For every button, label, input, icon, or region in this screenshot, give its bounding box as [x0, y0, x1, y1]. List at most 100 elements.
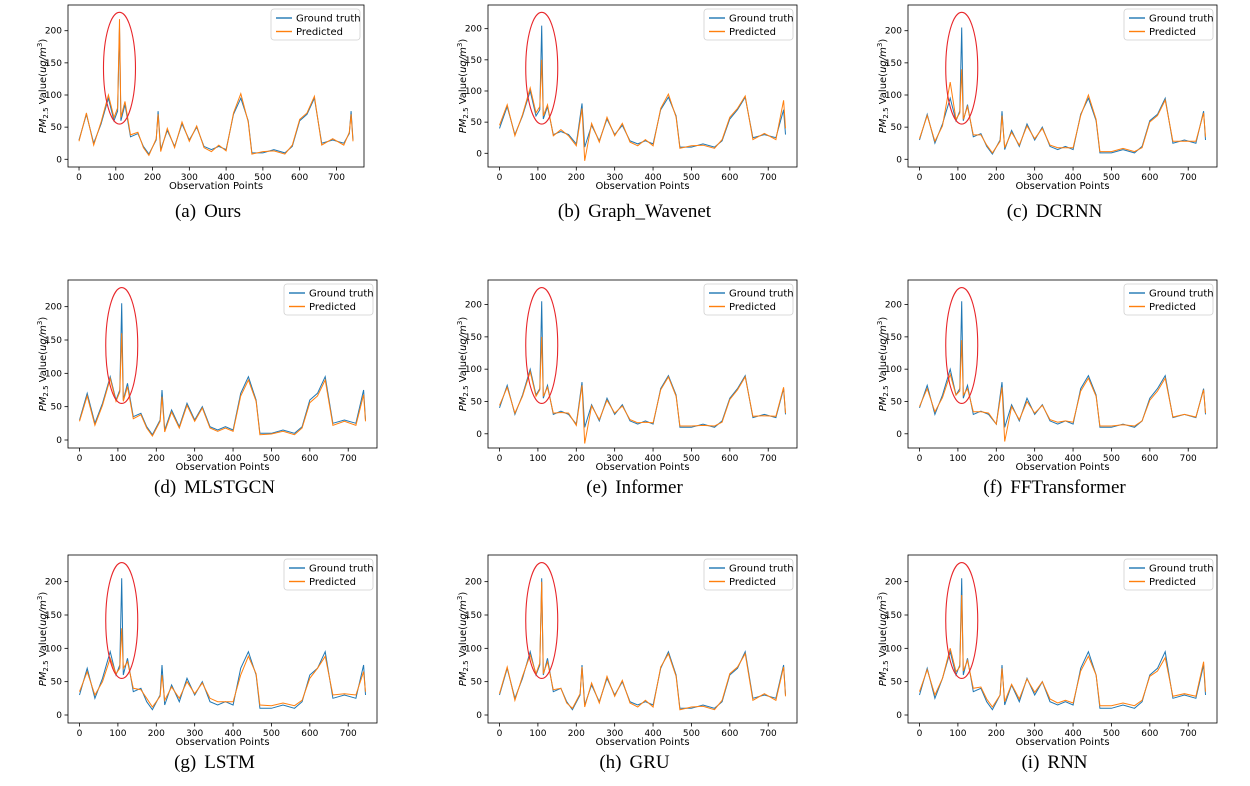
x-tick-label: 200 [568, 173, 585, 183]
y-axis-label: PM2.5 Value(ug/m3) [876, 592, 890, 687]
y-axis-label-part: PM [878, 396, 889, 411]
y-axis-label-part: Value( [878, 73, 889, 108]
y-axis-label: PM2.5 Value(ug/m3) [456, 317, 470, 412]
panel-caption: (e) Informer [586, 477, 683, 498]
chart-panel-3: 0 100 200 300 400 500 600 700 0 50 100 150 200 Observ… [876, 4, 1218, 222]
x-tick-label: 700 [340, 729, 357, 739]
legend: Ground truth Predicted [1123, 8, 1214, 41]
highlight-ellipse [525, 562, 559, 680]
x-tick-label: 400 [218, 173, 235, 183]
ground-truth-line [79, 303, 366, 436]
x-axis-label: Observation Points [595, 737, 689, 748]
legend-label: Ground truth [729, 564, 794, 575]
y-tick-label: 0 [56, 711, 62, 721]
x-tick-label: 400 [644, 454, 661, 464]
x-tick-label: 200 [988, 173, 1005, 183]
y-axis-label-part: ug/m [38, 325, 49, 351]
panel-caption: (g) LSTM [174, 752, 255, 773]
predicted-line [78, 19, 354, 157]
y-tick-label: 50 [891, 397, 903, 407]
legend-box [703, 8, 794, 41]
y-tick-label: 100 [465, 644, 482, 654]
x-tick-label: 0 [917, 454, 923, 464]
y-tick-label: 0 [476, 149, 482, 159]
panel-caption-name: Ours [204, 201, 241, 222]
y-axis-label-part: Value( [458, 73, 469, 108]
x-tick-label: 700 [1180, 729, 1197, 739]
plot-frame [907, 554, 1218, 724]
y-axis-label-part: 2.5 [42, 385, 50, 396]
y-axis-label-part: ) [878, 39, 889, 43]
x-axis-label: Observation Points [1015, 462, 1109, 473]
panel-caption-label: (a) [175, 201, 196, 222]
x-tick-label: 0 [497, 173, 503, 183]
y-tick-label: 100 [465, 365, 482, 375]
x-tick-label: 400 [1064, 173, 1081, 183]
y-tick-label: 200 [465, 301, 482, 311]
x-tick-label: 100 [949, 729, 966, 739]
y-axis-label: PM2.5 Value(ug/m3) [876, 317, 890, 412]
x-tick-label: 400 [644, 729, 661, 739]
panel-caption-label: (b) [558, 201, 580, 222]
y-axis-label: PM2.5 Value(ug/m3) [456, 39, 470, 134]
x-tick-label: 500 [263, 729, 280, 739]
y-tick-label: 0 [896, 711, 902, 721]
x-tick-label: 100 [529, 454, 546, 464]
plot-frame [487, 4, 798, 168]
x-tick-label: 400 [224, 729, 241, 739]
highlight-ellipse [525, 11, 559, 125]
y-tick-label: 200 [885, 578, 902, 588]
panel-caption: (i) RNN [1021, 752, 1087, 773]
x-tick-label: 700 [328, 173, 345, 183]
y-axis-label-part: ) [38, 592, 49, 596]
legend-label: Predicted [296, 27, 343, 38]
y-axis-label-part: PM [38, 396, 49, 411]
x-tick-label: 300 [186, 729, 203, 739]
legend: Ground truth Predicted [703, 283, 794, 316]
y-axis-label-part: ) [878, 592, 889, 596]
legend-label: Predicted [729, 577, 776, 588]
x-axis-label: Observation Points [1015, 737, 1109, 748]
y-axis-label: PM2.5 Value(ug/m3) [36, 39, 50, 134]
predicted-line [499, 336, 786, 444]
y-axis-label-part: ) [458, 39, 469, 43]
x-tick-label: 300 [186, 454, 203, 464]
x-tick-label: 100 [529, 729, 546, 739]
y-tick-label: 100 [885, 644, 902, 654]
predicted-line [499, 581, 786, 711]
panel-caption-name: RNN [1047, 752, 1087, 773]
x-axis-label: Observation Points [595, 181, 689, 192]
legend-label: Predicted [1149, 302, 1196, 313]
y-axis-label-part: ) [38, 317, 49, 321]
panel-caption-label: (e) [586, 477, 607, 498]
x-tick-label: 100 [949, 454, 966, 464]
y-tick-label: 150 [45, 59, 62, 69]
x-tick-label: 500 [263, 454, 280, 464]
y-tick-label: 200 [45, 578, 62, 588]
y-axis-label-part: PM [38, 118, 49, 133]
y-axis-label-part: Value( [38, 351, 49, 386]
highlight-ellipse [945, 11, 979, 125]
y-tick-label: 150 [885, 59, 902, 69]
x-tick-label: 300 [606, 173, 623, 183]
highlight-ellipse [105, 287, 139, 405]
x-tick-label: 0 [917, 173, 923, 183]
y-axis-label: PM2.5 Value(ug/m3) [876, 39, 890, 134]
x-tick-label: 500 [1103, 454, 1120, 464]
y-axis-label-part: ug/m [38, 47, 49, 73]
x-tick-label: 600 [1141, 454, 1158, 464]
y-axis-label-part: ) [38, 39, 49, 43]
highlight-ellipse [105, 562, 139, 680]
y-axis-label-part: 2.5 [462, 107, 470, 118]
y-tick-label: 0 [56, 155, 62, 165]
x-tick-label: 400 [1064, 729, 1081, 739]
legend-label: Ground truth [309, 289, 374, 300]
y-tick-label: 200 [885, 301, 902, 311]
y-tick-label: 0 [896, 430, 902, 440]
legend-box [283, 558, 374, 591]
y-axis-label-part: PM [878, 671, 889, 686]
highlight-ellipse [945, 287, 979, 405]
panel-caption: (b) Graph_Wavenet [558, 201, 712, 222]
y-tick-label: 100 [45, 644, 62, 654]
y-axis-label-part: ) [458, 592, 469, 596]
